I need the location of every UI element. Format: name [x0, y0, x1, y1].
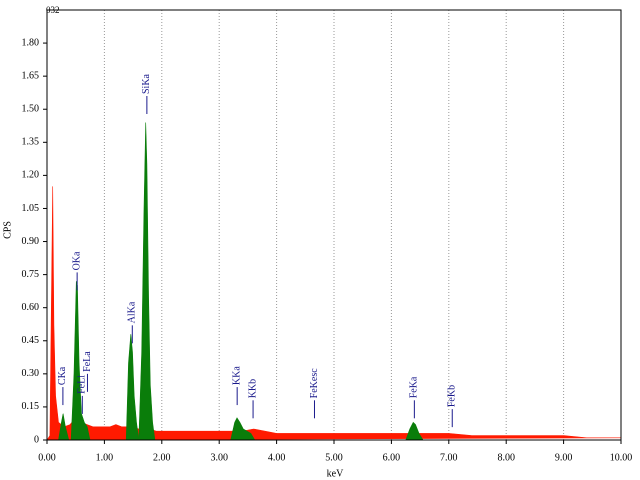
peak-label: KKa	[231, 366, 242, 385]
y-tick-label: 1.65	[22, 70, 40, 81]
peak-label: AlKa	[127, 301, 138, 323]
x-tick-label: 10.00	[610, 452, 633, 463]
y-tick-label: 1.35	[22, 137, 40, 148]
y-tick-label: 0.90	[22, 236, 40, 247]
x-tick-label: 9.00	[555, 452, 573, 463]
y-tick-label: 1.80	[22, 37, 40, 48]
peak-label: SiKa	[141, 73, 152, 94]
y-tick-label: 0.30	[22, 368, 40, 379]
peak-label: KKb	[247, 379, 258, 398]
spectrum-area	[70, 281, 91, 441]
x-tick-label: 4.00	[268, 452, 286, 463]
peak-label: FeKa	[409, 376, 420, 398]
peak-label: CKa	[57, 366, 68, 385]
x-axis-label: keV	[327, 468, 344, 479]
y-tick-label: 1.50	[22, 104, 40, 115]
x-tick-label: 3.00	[210, 452, 228, 463]
y-axis-label: CPS	[2, 221, 13, 239]
x-tick-label: 5.00	[325, 452, 343, 463]
y-tick-label: 0.75	[22, 269, 40, 280]
x-tick-label: 0.00	[38, 452, 56, 463]
y-tick-label: 1.05	[22, 203, 40, 214]
x-tick-label: 6.00	[383, 452, 401, 463]
plot-frame	[46, 9, 622, 441]
y-tick-label: 1.20	[22, 170, 40, 181]
spectrum-area	[125, 334, 140, 441]
peak-label: FeLa	[82, 351, 93, 372]
y-tick-label: 0	[34, 434, 39, 445]
peak-label: FeKesc	[309, 368, 320, 399]
peak-label: FeLl	[77, 375, 88, 394]
x-tick-label: 7.00	[440, 452, 458, 463]
x-tick-label: 2.00	[153, 452, 171, 463]
y-tick-label: 0.15	[22, 401, 40, 412]
peak-label: OKa	[71, 251, 82, 270]
spectrum-area	[230, 417, 256, 441]
y-tick-label: 0.60	[22, 302, 40, 313]
peak-label: FeKb	[447, 385, 458, 407]
y-tick-label: 0.45	[22, 335, 40, 346]
x-tick-label: 8.00	[497, 452, 515, 463]
x-tick-label: 1.00	[96, 452, 114, 463]
spectrum-area	[138, 122, 156, 441]
